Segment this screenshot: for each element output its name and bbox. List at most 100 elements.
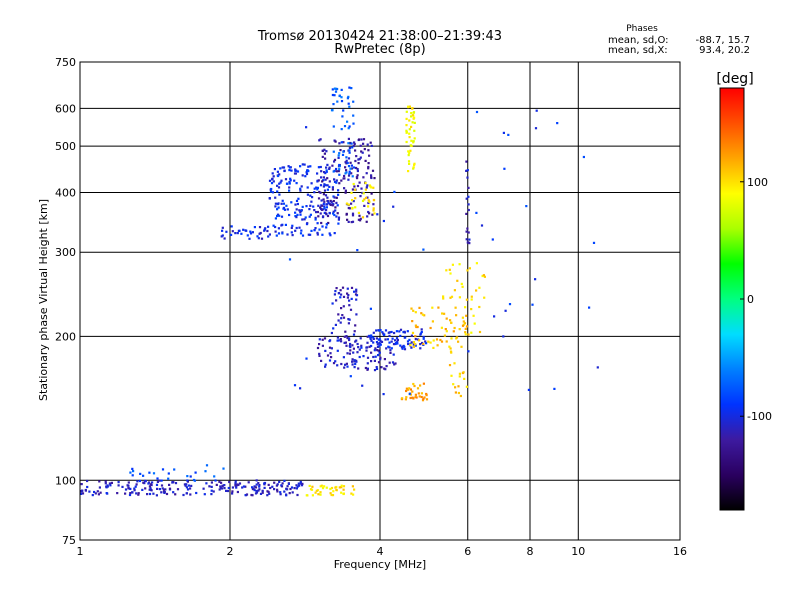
data-point	[332, 210, 335, 213]
data-point	[361, 199, 365, 202]
data-point	[385, 347, 388, 350]
data-point	[405, 140, 408, 144]
data-point	[452, 330, 455, 333]
data-point	[334, 290, 337, 293]
data-point	[299, 232, 303, 235]
data-point	[163, 491, 166, 494]
data-point	[351, 175, 354, 178]
data-point	[213, 475, 216, 478]
data-point	[372, 203, 375, 206]
data-point	[412, 345, 415, 348]
data-point	[449, 350, 453, 353]
data-point	[295, 182, 298, 185]
data-point	[367, 205, 370, 208]
y-axis-label: Stationary phase Virtual Height [km]	[37, 199, 50, 401]
data-point	[405, 110, 408, 113]
data-point	[152, 492, 155, 495]
data-point	[329, 339, 332, 342]
data-point	[331, 164, 334, 167]
data-point	[421, 313, 424, 316]
data-point	[305, 171, 308, 174]
data-point	[363, 198, 366, 201]
data-point	[91, 494, 94, 497]
data-point	[467, 350, 470, 353]
data-point	[419, 333, 422, 336]
data-point	[276, 214, 279, 218]
data-point	[462, 371, 465, 374]
data-point	[281, 232, 284, 235]
data-point	[361, 384, 364, 387]
data-point	[442, 295, 445, 298]
data-point	[338, 142, 341, 145]
data-point	[323, 211, 326, 214]
data-point	[190, 484, 193, 487]
stats-o-label: mean, sd,O:	[608, 35, 669, 46]
data-point	[369, 337, 372, 340]
data-point	[478, 330, 482, 334]
data-point	[466, 176, 469, 179]
data-point	[308, 208, 311, 211]
data-point	[365, 349, 368, 352]
data-point	[182, 493, 185, 497]
data-point	[467, 203, 470, 206]
data-point	[330, 109, 334, 112]
data-point	[369, 307, 372, 310]
data-point	[295, 484, 298, 487]
data-point	[331, 188, 334, 191]
data-point	[336, 336, 339, 339]
data-point	[319, 191, 322, 194]
data-point	[328, 185, 331, 188]
data-point	[268, 233, 271, 236]
data-point	[362, 142, 365, 145]
data-point	[414, 335, 417, 338]
data-point	[129, 492, 132, 495]
data-point	[223, 484, 226, 487]
data-point	[329, 492, 332, 495]
data-point	[335, 488, 338, 491]
data-point	[412, 309, 415, 312]
data-point	[263, 486, 266, 489]
data-point	[285, 204, 288, 207]
data-point	[457, 391, 460, 395]
data-point	[350, 164, 353, 167]
data-point	[372, 186, 375, 189]
chart-title: Tromsø 20130424 21:38:00–21:39:43	[257, 29, 502, 44]
data-point	[324, 365, 327, 368]
data-point	[286, 233, 289, 236]
data-point	[413, 116, 416, 119]
data-point	[263, 228, 266, 231]
data-point	[315, 489, 318, 492]
data-point	[423, 396, 426, 399]
x-tick-label: 6	[464, 545, 471, 558]
data-point	[461, 316, 464, 319]
data-point	[451, 263, 454, 266]
chart-subtitle: RwPretec (8p)	[334, 42, 425, 57]
data-point	[327, 201, 330, 205]
data-point	[186, 479, 189, 482]
data-point	[337, 292, 341, 295]
data-point	[110, 481, 113, 484]
data-point	[268, 179, 272, 182]
data-point	[351, 214, 355, 217]
data-point	[332, 212, 335, 215]
data-point	[420, 330, 423, 334]
data-point	[349, 349, 352, 352]
data-point	[325, 226, 328, 229]
colorbar-tick-label: 100	[747, 176, 768, 189]
data-point	[329, 234, 332, 237]
data-point	[257, 237, 260, 240]
data-point	[419, 343, 422, 346]
data-point	[279, 491, 282, 494]
data-point	[356, 169, 359, 173]
data-point	[337, 189, 340, 192]
data-point	[326, 177, 329, 180]
data-point	[348, 170, 351, 173]
data-point	[333, 158, 337, 161]
data-point	[275, 234, 278, 237]
data-point	[406, 340, 410, 343]
data-point	[391, 361, 395, 364]
data-point	[369, 335, 372, 338]
data-point	[458, 375, 461, 378]
data-point	[330, 356, 333, 359]
data-points	[80, 86, 599, 497]
